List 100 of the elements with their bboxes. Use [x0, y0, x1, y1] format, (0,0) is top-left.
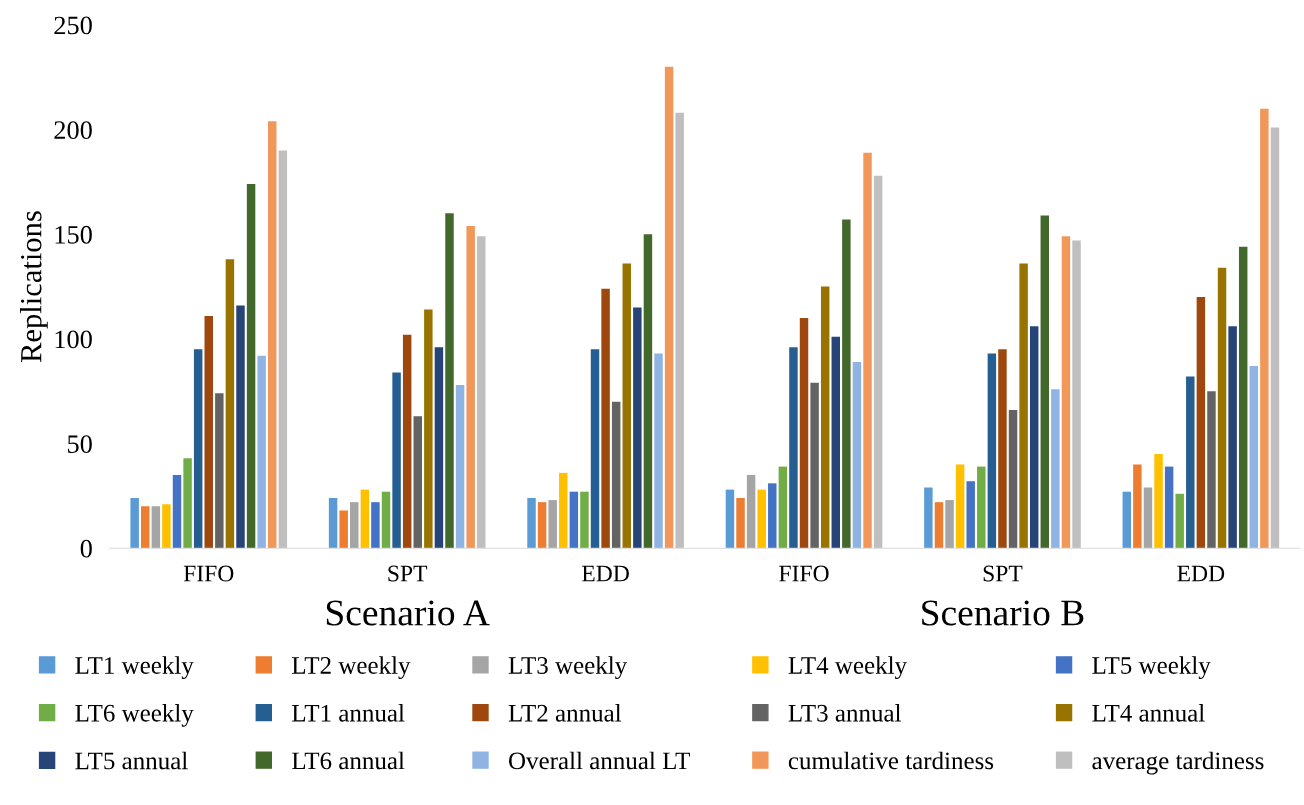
bar	[130, 497, 139, 549]
x-tick-label: SPT	[983, 565, 1023, 582]
bar	[1040, 215, 1050, 549]
legend-label: LT6 annual	[292, 751, 405, 770]
bar	[810, 382, 819, 549]
bar	[537, 502, 547, 549]
bar	[215, 393, 224, 549]
bar	[1270, 127, 1280, 549]
x-tick-label: FIFO	[183, 565, 234, 582]
bar	[955, 464, 965, 549]
bar	[778, 466, 788, 549]
bar	[852, 361, 862, 549]
bar	[799, 317, 809, 549]
bar	[977, 466, 986, 549]
bar	[1207, 391, 1216, 549]
y-axis-title: Replications	[20, 211, 48, 363]
bar	[392, 372, 401, 549]
bar	[736, 497, 745, 549]
legend-label: LT1 annual	[292, 704, 405, 722]
bar	[654, 353, 663, 549]
legend-label: cumulative tardiness	[788, 751, 994, 770]
bar	[1122, 491, 1132, 549]
bar	[622, 263, 631, 549]
bar	[193, 349, 203, 549]
bar	[966, 481, 975, 549]
bar	[590, 349, 600, 549]
bar	[725, 489, 735, 549]
bar	[402, 334, 412, 549]
x-tick-label: SPT	[388, 565, 428, 582]
x-tick-label: EDD	[582, 565, 629, 582]
bar	[1196, 297, 1206, 549]
legend-label: LT3 weekly	[508, 656, 628, 680]
bar	[559, 472, 568, 549]
bar	[643, 234, 653, 549]
bar	[1164, 466, 1174, 549]
bar	[246, 184, 256, 549]
bar	[1260, 108, 1269, 549]
bar	[842, 219, 851, 549]
bar	[172, 474, 182, 549]
bar	[768, 483, 777, 549]
bar	[633, 307, 642, 549]
bar	[527, 497, 536, 549]
bar	[675, 112, 684, 549]
legend-label: LT5 weekly	[1092, 656, 1211, 680]
legend-label: LT4 weekly	[788, 656, 907, 680]
bar	[1186, 376, 1195, 549]
bar	[548, 500, 557, 549]
y-tick-label: 250	[54, 16, 92, 35]
y-tick-label: 100	[55, 330, 92, 349]
bar	[1008, 410, 1018, 549]
bar	[151, 506, 161, 549]
legend-label: LT2 weekly	[292, 656, 411, 680]
bar	[611, 401, 621, 549]
bar	[789, 347, 798, 549]
bar	[664, 66, 674, 549]
bar	[945, 500, 954, 549]
legend-label: LT4 annual	[1092, 704, 1205, 722]
bar	[434, 347, 444, 549]
bar	[987, 353, 997, 549]
bar	[924, 487, 933, 549]
bar	[424, 309, 433, 549]
bar	[746, 474, 756, 549]
bar	[350, 502, 359, 549]
bar	[183, 458, 192, 549]
bar	[1228, 326, 1237, 549]
bar	[1019, 263, 1028, 549]
bar	[1072, 240, 1081, 549]
bar	[998, 349, 1007, 549]
bar	[466, 225, 475, 549]
text: Scenario A	[326, 600, 490, 626]
bar	[1143, 487, 1153, 549]
bar	[1061, 236, 1071, 549]
x-tick-label: EDD	[1177, 565, 1225, 582]
legend-label: average tardiness	[1092, 751, 1264, 775]
bar	[413, 416, 422, 549]
bar	[820, 286, 830, 549]
bar	[569, 491, 579, 549]
bar	[141, 506, 150, 549]
legend-label: LT2 annual	[508, 704, 622, 722]
bar	[268, 121, 277, 549]
bar	[601, 288, 610, 549]
bar	[757, 489, 766, 549]
bar	[455, 384, 465, 549]
y-tick-label: 200	[54, 121, 92, 140]
bar	[328, 497, 338, 549]
bar	[934, 502, 944, 549]
bar	[225, 259, 235, 549]
bar	[1238, 246, 1248, 549]
legend-label: LT6 weekly	[75, 704, 194, 727]
x-tick-label: FIFO	[779, 565, 829, 582]
bar	[1217, 267, 1227, 549]
bar	[1249, 366, 1259, 549]
bar	[1154, 454, 1163, 549]
bar	[873, 175, 883, 549]
bar	[236, 305, 245, 549]
y-tick-label: 50	[68, 435, 92, 453]
bar	[1133, 464, 1142, 549]
bar	[863, 152, 872, 549]
bar	[831, 336, 841, 549]
bar	[162, 504, 171, 549]
